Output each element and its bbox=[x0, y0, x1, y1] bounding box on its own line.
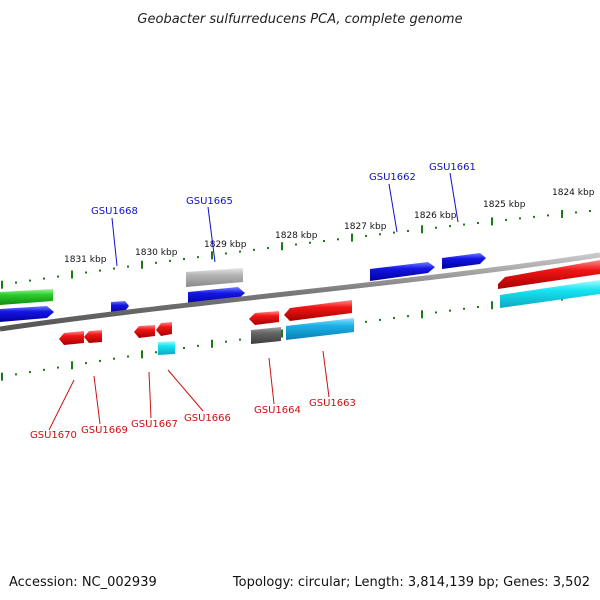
feature-gsu1661[interactable] bbox=[442, 253, 486, 269]
gene-label-gsu1664: GSU1664 bbox=[254, 405, 301, 416]
gene-label-gsu1661: GSU1661 bbox=[429, 162, 476, 173]
feature-gsu1670[interactable] bbox=[59, 331, 84, 345]
forward-callouts bbox=[111, 172, 459, 267]
gene-label-gsu1670: GSU1670 bbox=[30, 430, 77, 441]
callout-line-gsu1662 bbox=[388, 183, 398, 233]
kbp-label-1828: 1828 kbp bbox=[275, 231, 318, 241]
feature-gsu1668[interactable] bbox=[111, 301, 129, 313]
kbp-label-group: 1831 kbp 1830 kbp 1829 kbp 1828 kbp 1827… bbox=[64, 188, 595, 265]
forward-strand-features bbox=[0, 253, 600, 322]
callout-line-gsu1668 bbox=[111, 217, 118, 267]
gene-label-gsu1663: GSU1663 bbox=[309, 398, 356, 409]
callout-line-gsu1669 bbox=[93, 375, 101, 425]
gene-label-gsu1662: GSU1662 bbox=[369, 172, 416, 183]
gene-label-gsu1667: GSU1667 bbox=[131, 419, 178, 430]
feature-blue-left[interactable] bbox=[0, 306, 54, 322]
upper-tick-ruler bbox=[1, 209, 591, 289]
feature-gsu1663-sky[interactable] bbox=[286, 318, 354, 340]
kbp-label-1829: 1829 kbp bbox=[204, 240, 247, 250]
kbp-label-1830: 1830 kbp bbox=[135, 248, 178, 258]
gene-label-gsu1668: GSU1668 bbox=[91, 206, 138, 217]
callout-line-gsu1663 bbox=[322, 350, 330, 398]
gene-label-gsu1669: GSU1669 bbox=[81, 425, 128, 436]
feature-gsu1662[interactable] bbox=[370, 262, 435, 281]
feature-gsu1666-red[interactable] bbox=[156, 322, 172, 336]
feature-gsu1665[interactable] bbox=[188, 287, 245, 305]
kbp-label-1827: 1827 kbp bbox=[344, 222, 387, 232]
reverse-gene-labels: GSU1670 GSU1669 GSU1667 GSU1666 GSU1664 … bbox=[30, 398, 356, 441]
feature-gsu1667[interactable] bbox=[134, 325, 155, 338]
callout-line-gsu1664 bbox=[268, 357, 275, 405]
genome-backbone bbox=[0, 252, 600, 332]
feature-gsu1664-red[interactable] bbox=[249, 311, 279, 325]
feature-cyan-right[interactable] bbox=[500, 280, 600, 308]
feature-gsu1666-cyan[interactable] bbox=[158, 341, 175, 355]
kbp-label-1825: 1825 kbp bbox=[483, 200, 526, 210]
feature-gray-upper[interactable] bbox=[186, 268, 243, 287]
callout-line-gsu1670 bbox=[48, 379, 75, 431]
accession-text: Accession: NC_002939 bbox=[9, 575, 157, 590]
reverse-callouts bbox=[48, 350, 330, 431]
gene-label-gsu1666: GSU1666 bbox=[184, 413, 231, 424]
feature-gsu1669[interactable] bbox=[84, 330, 102, 343]
forward-gene-labels: GSU1668 GSU1665 GSU1662 GSU1661 bbox=[91, 162, 476, 217]
map-title: Geobacter sulfurreducens PCA, complete g… bbox=[137, 12, 462, 27]
feature-red-right[interactable] bbox=[498, 260, 600, 289]
callout-line-gsu1661 bbox=[449, 172, 459, 223]
gene-label-gsu1665: GSU1665 bbox=[186, 196, 233, 207]
callout-line-gsu1666 bbox=[167, 369, 204, 412]
topology-summary-text: Topology: circular; Length: 3,814,139 bp… bbox=[232, 575, 590, 590]
kbp-label-1826: 1826 kbp bbox=[414, 211, 457, 221]
feature-gsu1664-dark[interactable] bbox=[251, 327, 281, 344]
feature-green-1[interactable] bbox=[0, 289, 53, 305]
callout-line-gsu1667 bbox=[148, 371, 152, 419]
kbp-label-1831: 1831 kbp bbox=[64, 255, 107, 265]
feature-gsu1663-red[interactable] bbox=[284, 300, 352, 321]
kbp-label-1824: 1824 kbp bbox=[552, 188, 595, 198]
reverse-strand-features bbox=[59, 300, 354, 355]
callout-line-gsu1665 bbox=[207, 206, 216, 263]
